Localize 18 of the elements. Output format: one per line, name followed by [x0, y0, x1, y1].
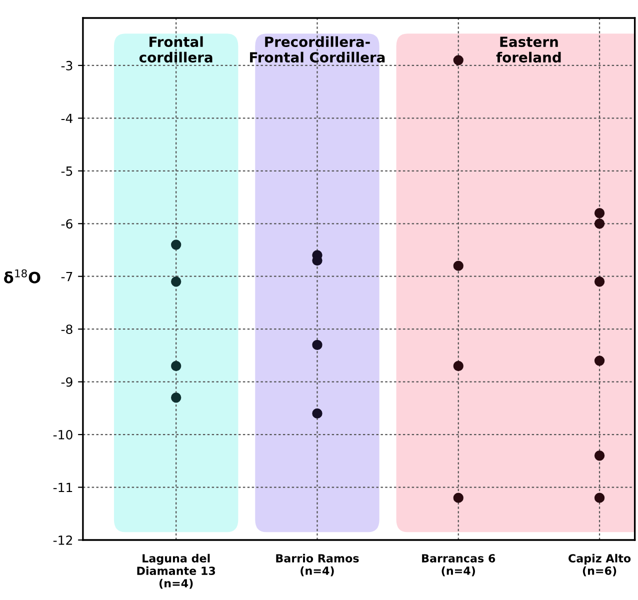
y-tick-label: -7	[61, 272, 72, 282]
x-tick-label: Laguna del Diamante 13 (n=4)	[137, 554, 216, 589]
y-tick-label: -8	[61, 324, 72, 334]
y-tick-label: -4	[61, 114, 73, 123]
y-tick-label: -5	[61, 166, 72, 176]
x-tick-label: Capiz Alto (n=6)	[568, 554, 631, 576]
band-label: Eastern foreland	[496, 36, 561, 63]
x-tick-label: Barrio Ramos (n=4)	[276, 554, 359, 576]
y-tick-label: -9	[61, 377, 72, 387]
band-label: Precordillera- Frontal Cordillera	[250, 36, 385, 63]
x-tick-label: Barrancas 6 (n=4)	[422, 554, 496, 576]
y-tick-label: -11	[53, 482, 72, 492]
band-label: Frontal cordillera	[139, 36, 212, 63]
y-tick-label: -3	[61, 60, 72, 70]
y-tick-label: -6	[61, 219, 72, 229]
y-tick-label: -12	[53, 535, 72, 545]
y-axis-title: δ$^{18}$O	[4, 269, 40, 284]
y-tick-label: -10	[53, 430, 72, 440]
